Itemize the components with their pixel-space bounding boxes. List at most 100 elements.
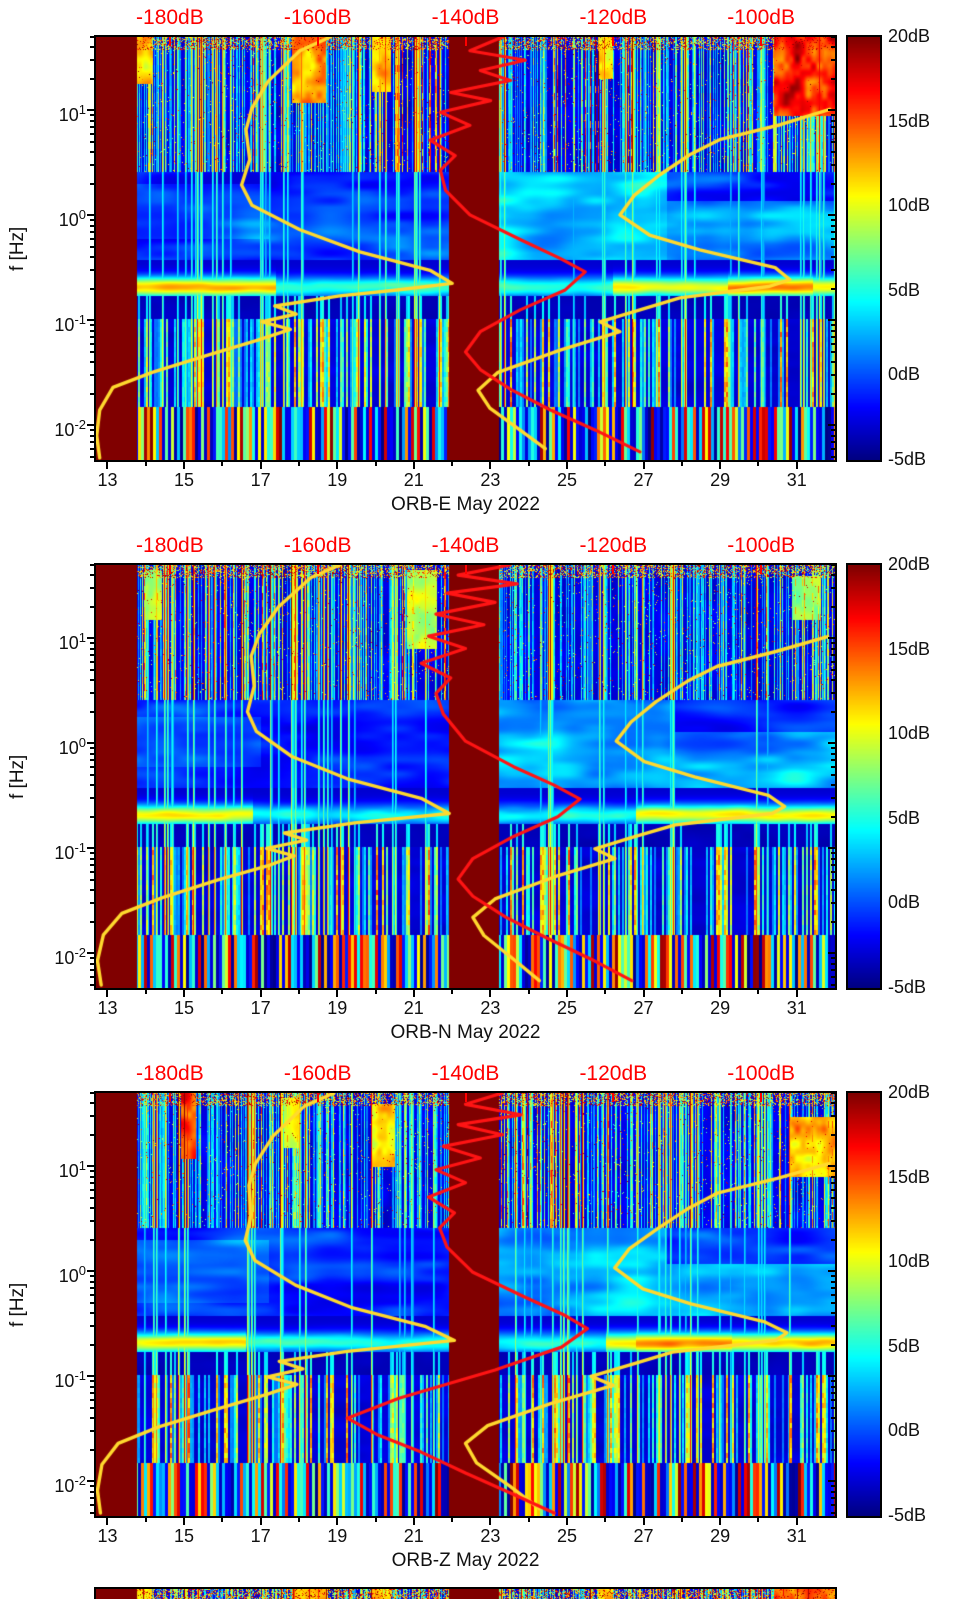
y-axis-minor-tick <box>831 1398 835 1401</box>
y-axis-minor-tick <box>831 350 835 353</box>
y-axis-tick-label: 100 <box>58 207 86 231</box>
y-axis-minor-tick <box>831 1275 835 1278</box>
y-axis-minor-tick <box>90 1133 94 1136</box>
x-axis-tick-label: 25 <box>556 470 577 490</box>
x-axis-minor-tick <box>604 1518 607 1522</box>
y-axis-minor-tick <box>90 151 94 154</box>
y-axis-minor-tick <box>90 1385 94 1388</box>
colorbar-tick-label: 10dB <box>888 723 931 744</box>
y-axis-tick-label: 10-1 <box>54 1368 86 1392</box>
x-axis-tick <box>642 462 645 469</box>
y-axis-tick-label: 101 <box>58 630 86 654</box>
colorbar-gradient <box>848 37 880 460</box>
top-axis-tick <box>168 565 171 574</box>
x-axis-tick <box>795 990 798 997</box>
top-axis-tick-label: -140dB <box>431 1062 500 1085</box>
y-axis-minor-tick <box>831 140 835 143</box>
top-axis-tick-label: -120dB <box>579 6 648 29</box>
x-axis-tick <box>106 1518 109 1525</box>
y-axis-minor-tick <box>831 392 835 395</box>
y-axis-tick <box>828 952 835 955</box>
x-axis-minor-tick <box>757 990 760 994</box>
x-axis-minor-tick <box>297 462 300 466</box>
top-axis-tick-label: -140dB <box>431 6 500 29</box>
x-axis-minor-tick <box>144 462 147 466</box>
x-axis-tick <box>336 1518 339 1525</box>
y-axis-tick-label: 10-1 <box>54 312 86 336</box>
top-axis-tick <box>464 37 467 46</box>
colorbar-gradient <box>848 1093 880 1516</box>
y-axis-minor-tick <box>90 1238 94 1241</box>
y-axis-minor-tick <box>831 1115 835 1118</box>
y-axis-minor-tick <box>90 1391 94 1394</box>
y-axis-minor-tick <box>831 975 835 978</box>
x-axis-tick-label: 13 <box>97 1526 118 1546</box>
y-axis-tick-label: 101 <box>58 1158 86 1182</box>
y-axis-minor-tick <box>90 114 94 117</box>
y-axis-minor-tick <box>90 642 94 645</box>
y-axis-minor-tick <box>831 679 835 682</box>
y-axis-minor-tick <box>831 324 835 327</box>
y-axis-minor-tick <box>831 1181 835 1184</box>
x-axis-minor-tick <box>757 462 760 466</box>
y-axis-minor-tick <box>831 815 835 818</box>
y-axis-tick <box>87 1480 94 1483</box>
y-axis-minor-tick <box>90 1188 94 1191</box>
y-axis-tick <box>87 1270 94 1273</box>
x-axis-minor-tick <box>604 990 607 994</box>
top-axis-tick-label: -100dB <box>727 6 795 29</box>
y-axis-minor-tick <box>831 642 835 645</box>
y-axis-minor-tick <box>90 1398 94 1401</box>
y-axis-minor-tick <box>90 815 94 818</box>
x-axis-minor-tick <box>680 1518 683 1522</box>
top-axis-tick <box>464 565 467 574</box>
y-axis-minor-tick <box>831 269 835 272</box>
y-axis-minor-tick <box>90 1503 94 1506</box>
y-axis-minor-tick <box>90 574 94 577</box>
y-axis-minor-tick <box>831 329 835 332</box>
y-axis-minor-tick <box>831 758 835 761</box>
y-axis-minor-tick <box>90 968 94 971</box>
colorbar-tick-label: 5dB <box>888 279 921 300</box>
y-axis-minor-tick <box>90 361 94 364</box>
x-axis-minor-tick <box>374 990 377 994</box>
x-axis-tick <box>183 462 186 469</box>
x-axis-title: ORB-E May 2022 <box>391 494 540 515</box>
y-axis-minor-tick <box>90 269 94 272</box>
y-axis-minor-tick <box>90 46 94 49</box>
top-axis-tick-label: -120dB <box>579 1062 648 1085</box>
y-axis-minor-tick <box>831 164 835 167</box>
y-axis-minor-tick <box>90 440 94 443</box>
cropped-fourth-panel-strip <box>94 1587 837 1599</box>
y-axis-minor-tick <box>831 119 835 122</box>
y-axis-minor-tick <box>90 1343 94 1346</box>
y-axis-minor-tick <box>831 1293 835 1296</box>
x-axis-tick-label: 21 <box>403 1526 424 1546</box>
y-axis-minor-tick <box>90 605 94 608</box>
x-axis-tick <box>183 1518 186 1525</box>
x-axis-minor-tick <box>221 1518 224 1522</box>
x-axis-tick <box>719 462 722 469</box>
y-axis-minor-tick <box>831 647 835 650</box>
x-axis-tick-label: 15 <box>174 998 195 1018</box>
y-axis-minor-tick <box>90 77 94 80</box>
y-axis-minor-tick <box>90 1301 94 1304</box>
plot-area <box>94 1091 837 1518</box>
x-axis-tick-label: 29 <box>710 470 731 490</box>
y-axis-minor-tick <box>90 1196 94 1199</box>
x-axis-tick <box>565 462 568 469</box>
x-axis-tick-label: 19 <box>327 998 348 1018</box>
colorbar-tick-label: 10dB <box>888 195 931 216</box>
y-axis-minor-tick <box>90 140 94 143</box>
y-axis-minor-tick <box>90 1286 94 1289</box>
y-axis-minor-tick <box>90 784 94 787</box>
y-axis-minor-tick <box>90 957 94 960</box>
y-axis-minor-tick <box>90 429 94 432</box>
y-axis-tick <box>828 847 835 850</box>
top-axis-tick-label: -100dB <box>727 534 795 557</box>
y-axis-minor-tick <box>90 889 94 892</box>
y-axis-minor-tick <box>831 863 835 866</box>
y-axis-minor-tick <box>90 125 94 128</box>
y-axis-minor-tick <box>831 1301 835 1304</box>
overlay-curves <box>96 37 835 460</box>
